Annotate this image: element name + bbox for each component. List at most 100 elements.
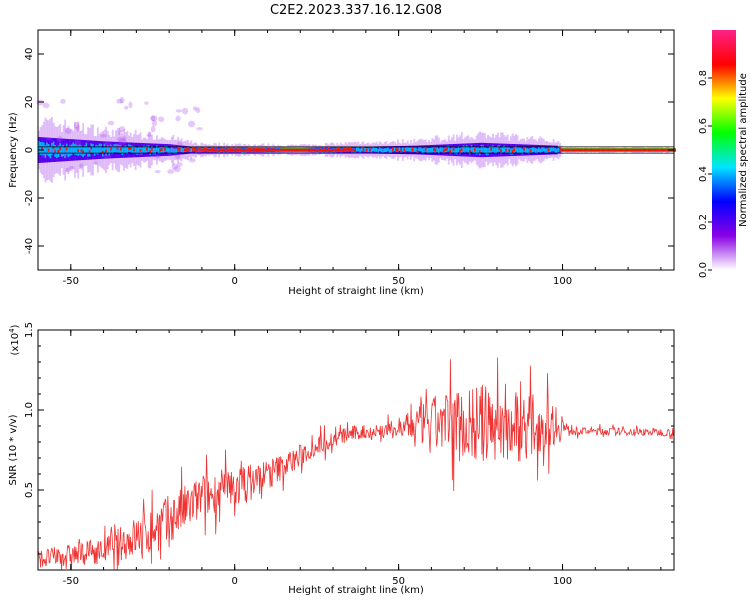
heat-red-cell bbox=[608, 148, 611, 152]
heat-red-cell bbox=[311, 148, 314, 152]
snr-axes: -50 0 50 100 0.5 1.0 1.5 bbox=[24, 322, 674, 587]
heat-green-cell bbox=[152, 147, 155, 155]
heat-green-cell bbox=[390, 148, 393, 153]
heat-speckle bbox=[56, 136, 63, 143]
heat-red-cell bbox=[341, 148, 344, 152]
heat-green-cell bbox=[51, 142, 53, 155]
heat-red-cell bbox=[310, 148, 312, 152]
heat-green-cell bbox=[98, 143, 101, 153]
heat-red-cell bbox=[598, 148, 601, 152]
heat-green-cell bbox=[387, 147, 389, 152]
heat-red-cell bbox=[206, 148, 209, 152]
heat-red-cell bbox=[569, 148, 571, 152]
heat-red-cell bbox=[392, 148, 394, 151]
heat-red-cell bbox=[592, 148, 594, 152]
colorbar-gradient bbox=[712, 30, 736, 270]
heat-red-cell bbox=[283, 148, 286, 152]
heat-red-cell bbox=[616, 148, 619, 152]
heat-green-cell bbox=[451, 147, 453, 154]
heat-red-cell bbox=[301, 148, 304, 152]
heat-red-cell bbox=[613, 148, 616, 152]
heat-red-cell bbox=[395, 148, 398, 152]
heat-green-cell bbox=[516, 147, 519, 154]
heat-red-cell bbox=[241, 149, 244, 153]
heat-red-cell bbox=[223, 148, 226, 152]
heat-green-cell bbox=[488, 146, 491, 153]
heat-red-cell bbox=[660, 148, 663, 152]
heat-red-cell bbox=[329, 149, 332, 153]
spectrogram-ytick-label: 0 bbox=[24, 147, 35, 153]
heat-red-cell bbox=[649, 148, 652, 152]
heat-red-cell bbox=[623, 148, 625, 152]
heat-red-cell bbox=[629, 148, 632, 152]
heat-red-cell bbox=[267, 148, 270, 151]
heat-green-cell bbox=[44, 145, 47, 158]
heat-green-cell bbox=[524, 147, 527, 153]
heat-green-cell bbox=[454, 148, 457, 155]
heat-green-cell bbox=[455, 148, 458, 155]
heat-red-cell bbox=[646, 148, 648, 152]
heat-red-cell bbox=[585, 148, 588, 152]
heat-green-cell bbox=[534, 147, 537, 154]
heat-green-cell bbox=[419, 146, 422, 152]
heat-green-cell bbox=[142, 145, 145, 153]
heat-green-cell bbox=[531, 147, 534, 153]
heat-green-cell bbox=[137, 146, 140, 154]
heat-green-cell bbox=[495, 146, 498, 154]
heat-green-cell bbox=[546, 148, 548, 154]
spectrogram-xtick-label: 100 bbox=[553, 276, 572, 287]
heat-red-cell bbox=[265, 149, 268, 152]
snr-xtick-label: 50 bbox=[392, 576, 405, 587]
snr-ylabel: SNR (10 * v/v) bbox=[8, 414, 19, 485]
heat-green-cell bbox=[472, 146, 475, 154]
heat-green-cell bbox=[536, 148, 539, 154]
heat-red-cell bbox=[146, 147, 148, 151]
heat-red-cell bbox=[234, 147, 237, 151]
heat-green-cell bbox=[172, 148, 175, 154]
heat-red-cell bbox=[290, 148, 293, 152]
heat-red-cell bbox=[216, 148, 219, 152]
heat-green-cell bbox=[72, 142, 75, 154]
heat-red-cell bbox=[119, 147, 122, 151]
heat-red-cell bbox=[593, 148, 596, 152]
heat-green-cell bbox=[552, 146, 555, 152]
heat-speckle bbox=[100, 134, 108, 138]
heat-green-cell bbox=[487, 147, 489, 155]
heat-speckle bbox=[112, 143, 120, 149]
heat-red-cell bbox=[459, 149, 462, 153]
heat-red-cell bbox=[193, 147, 196, 151]
heat-red-cell bbox=[659, 148, 662, 152]
heat-red-cell bbox=[362, 147, 365, 151]
heat-red-cell bbox=[160, 148, 163, 151]
heat-speckle bbox=[123, 105, 129, 110]
heat-red-cell bbox=[564, 148, 566, 152]
heat-red-cell bbox=[65, 147, 68, 151]
heat-red-cell bbox=[614, 148, 617, 152]
heat-speckle bbox=[116, 136, 124, 143]
heat-speckle bbox=[64, 127, 72, 135]
heat-red-cell bbox=[298, 148, 301, 152]
snr-ytick-label: 1.5 bbox=[24, 322, 35, 338]
heat-red-cell bbox=[574, 148, 576, 152]
heat-green-cell bbox=[357, 147, 360, 152]
heat-red-cell bbox=[151, 147, 153, 151]
heat-red-cell bbox=[269, 149, 271, 152]
heat-red-cell bbox=[637, 148, 640, 152]
heat-green-cell bbox=[506, 146, 509, 153]
heat-red-cell bbox=[562, 148, 565, 152]
heat-red-cell bbox=[647, 148, 650, 152]
heat-red-cell bbox=[621, 148, 624, 152]
heat-red-cell bbox=[254, 148, 257, 152]
heat-red-cell bbox=[200, 148, 203, 152]
heat-red-cell bbox=[231, 148, 234, 152]
heat-red-cell bbox=[208, 148, 211, 152]
heat-red-cell bbox=[369, 148, 371, 152]
heat-speckle bbox=[79, 163, 84, 168]
heat-red-cell bbox=[110, 147, 112, 151]
heat-red-cell bbox=[511, 150, 514, 153]
heat-speckle bbox=[187, 120, 196, 128]
heat-red-cell bbox=[218, 149, 221, 153]
heat-green-cell bbox=[464, 146, 466, 153]
heat-red-cell bbox=[474, 148, 476, 152]
heat-red-cell bbox=[211, 148, 214, 151]
